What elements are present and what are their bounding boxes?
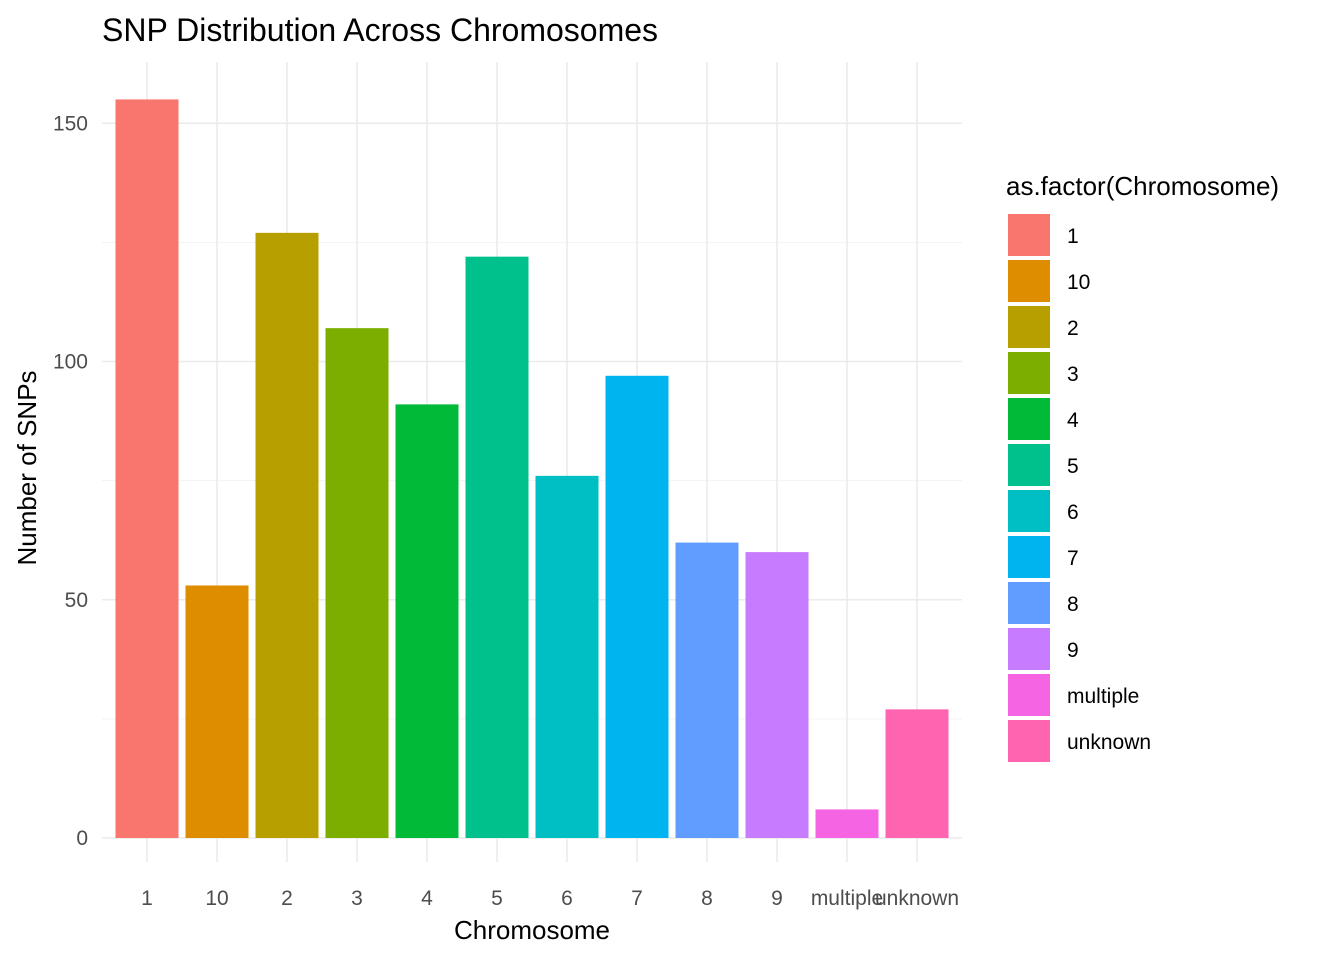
legend-swatch — [1008, 628, 1050, 670]
legend-swatch — [1008, 720, 1050, 762]
legend-swatch — [1008, 398, 1050, 440]
y-tick-label: 0 — [76, 827, 88, 850]
legend-swatch — [1008, 536, 1050, 578]
legend-label: 1 — [1067, 225, 1079, 248]
legend-swatch — [1008, 444, 1050, 486]
legend-label: multiple — [1067, 685, 1139, 708]
legend-label: 5 — [1067, 455, 1079, 478]
legend: as.factor(Chromosome) 1 10 2 3 4 5 6 7 8 9 multipl… — [1006, 171, 1279, 762]
y-tick-label: 50 — [65, 589, 88, 612]
legend-label: 4 — [1067, 409, 1079, 432]
bar-3 — [325, 328, 389, 838]
legend-title: as.factor(Chromosome) — [1006, 171, 1279, 201]
x-tick-label: unknown — [875, 887, 959, 910]
chart-title: SNP Distribution Across Chromosomes — [102, 12, 658, 48]
bar-7 — [605, 375, 669, 838]
bar-5 — [465, 256, 529, 838]
bar-unknown — [885, 709, 949, 838]
bar-1 — [115, 99, 179, 839]
x-tick-label: 10 — [205, 887, 228, 910]
legend-label: unknown — [1067, 731, 1151, 754]
bar-2 — [255, 232, 319, 839]
x-tick-label: 7 — [631, 887, 643, 910]
x-tick-label: 1 — [141, 887, 153, 910]
legend-swatch — [1008, 582, 1050, 624]
x-tick-label: 4 — [421, 887, 433, 910]
y-tick-label: 150 — [53, 112, 88, 135]
x-tick-label: 9 — [771, 887, 783, 910]
legend-label: 3 — [1067, 363, 1079, 386]
y-tick-label: 100 — [53, 351, 88, 374]
bar-9 — [745, 552, 809, 838]
y-axis-title: Number of SNPs — [12, 370, 42, 565]
legend-swatch — [1008, 674, 1050, 716]
legend-label: 2 — [1067, 317, 1079, 340]
legend-swatch — [1008, 352, 1050, 394]
bar-8 — [675, 542, 739, 838]
bar-4 — [395, 404, 459, 838]
x-tick-label: 5 — [491, 887, 503, 910]
x-tick-label: multiple — [811, 887, 883, 910]
legend-swatch — [1008, 306, 1050, 348]
legend-swatch — [1008, 490, 1050, 532]
legend-label: 7 — [1067, 547, 1079, 570]
legend-label: 10 — [1067, 271, 1090, 294]
bars — [115, 99, 949, 839]
legend-label: 6 — [1067, 501, 1079, 524]
bar-6 — [535, 475, 599, 838]
legend-swatch — [1008, 260, 1050, 302]
x-tick-label: 3 — [351, 887, 363, 910]
bar-10 — [185, 585, 249, 838]
y-axis-ticks: 0 50 100 150 — [53, 112, 88, 850]
x-axis-title: Chromosome — [454, 915, 610, 945]
x-tick-label: 6 — [561, 887, 573, 910]
x-tick-label: 8 — [701, 887, 713, 910]
legend-label: 8 — [1067, 593, 1079, 616]
bar-multiple — [815, 809, 879, 838]
legend-label: 9 — [1067, 639, 1079, 662]
legend-swatch — [1008, 214, 1050, 256]
x-tick-label: 2 — [281, 887, 293, 910]
